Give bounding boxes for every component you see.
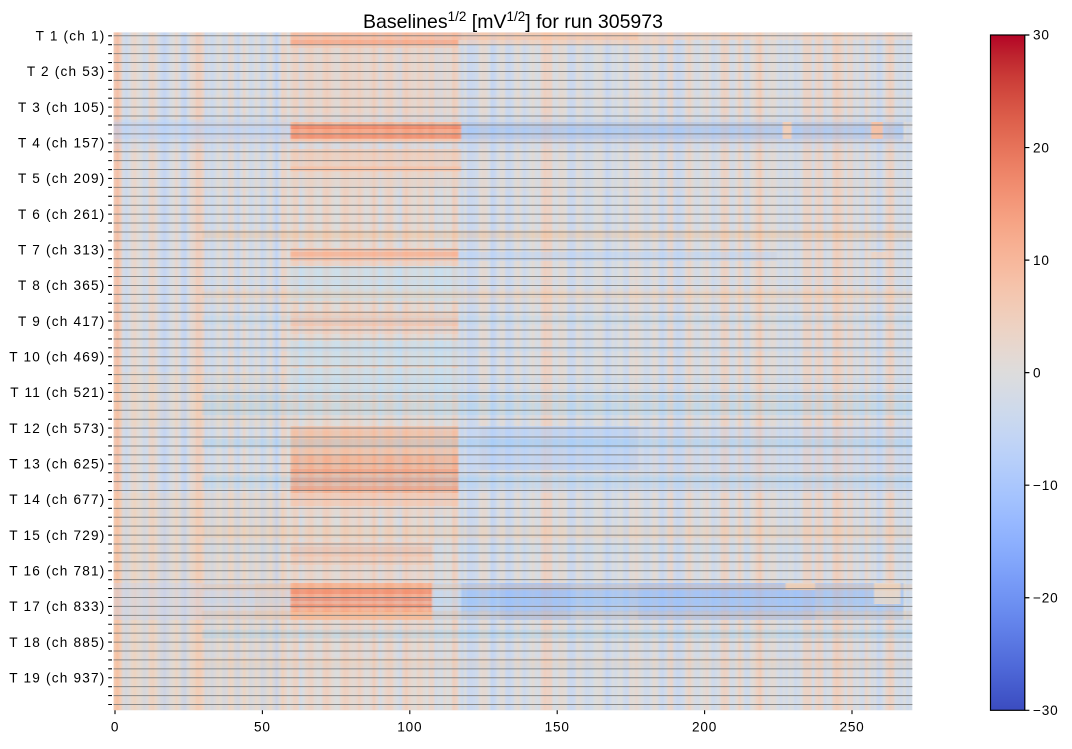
svg-text:Baselines1/2 [mV1/2] for run 3: Baselines1/2 [mV1/2] for run 305973 bbox=[363, 9, 663, 33]
svg-text:T 3 (ch 105): T 3 (ch 105) bbox=[18, 100, 105, 115]
svg-text:T 4 (ch 157): T 4 (ch 157) bbox=[18, 135, 105, 150]
svg-text:30: 30 bbox=[1033, 28, 1050, 43]
svg-text:20: 20 bbox=[1033, 140, 1050, 155]
svg-text:T 17 (ch 833): T 17 (ch 833) bbox=[9, 599, 105, 614]
svg-text:T 6 (ch 261): T 6 (ch 261) bbox=[18, 207, 105, 222]
svg-text:−30: −30 bbox=[1033, 703, 1058, 718]
svg-text:T 7 (ch 313): T 7 (ch 313) bbox=[18, 242, 105, 257]
svg-text:10: 10 bbox=[1033, 253, 1050, 268]
svg-text:0: 0 bbox=[1033, 365, 1041, 380]
svg-text:200: 200 bbox=[692, 719, 717, 734]
svg-text:T 8 (ch 365): T 8 (ch 365) bbox=[18, 278, 105, 293]
svg-text:T 12 (ch 573): T 12 (ch 573) bbox=[9, 421, 105, 436]
svg-text:0: 0 bbox=[111, 719, 119, 734]
svg-text:T 14 (ch 677): T 14 (ch 677) bbox=[9, 492, 105, 507]
svg-text:T 9 (ch 417): T 9 (ch 417) bbox=[18, 314, 105, 329]
svg-text:−10: −10 bbox=[1033, 478, 1058, 493]
svg-text:50: 50 bbox=[254, 719, 271, 734]
svg-text:T 5 (ch 209): T 5 (ch 209) bbox=[18, 171, 105, 186]
svg-text:100: 100 bbox=[397, 719, 422, 734]
svg-text:T 10 (ch 469): T 10 (ch 469) bbox=[9, 349, 105, 364]
svg-text:T 19 (ch 937): T 19 (ch 937) bbox=[9, 670, 105, 685]
svg-text:150: 150 bbox=[545, 719, 570, 734]
svg-text:−20: −20 bbox=[1033, 590, 1058, 605]
svg-text:T 18 (ch 885): T 18 (ch 885) bbox=[9, 635, 105, 650]
svg-text:T 13 (ch 625): T 13 (ch 625) bbox=[9, 456, 105, 471]
svg-text:T 1 (ch 1): T 1 (ch 1) bbox=[36, 29, 106, 44]
svg-text:250: 250 bbox=[839, 719, 864, 734]
svg-text:T 16 (ch 781): T 16 (ch 781) bbox=[9, 563, 105, 578]
svg-text:T 2 (ch 53): T 2 (ch 53) bbox=[27, 64, 106, 79]
svg-text:T 11 (ch 521): T 11 (ch 521) bbox=[10, 385, 105, 400]
svg-text:T 15 (ch 729): T 15 (ch 729) bbox=[9, 528, 105, 543]
